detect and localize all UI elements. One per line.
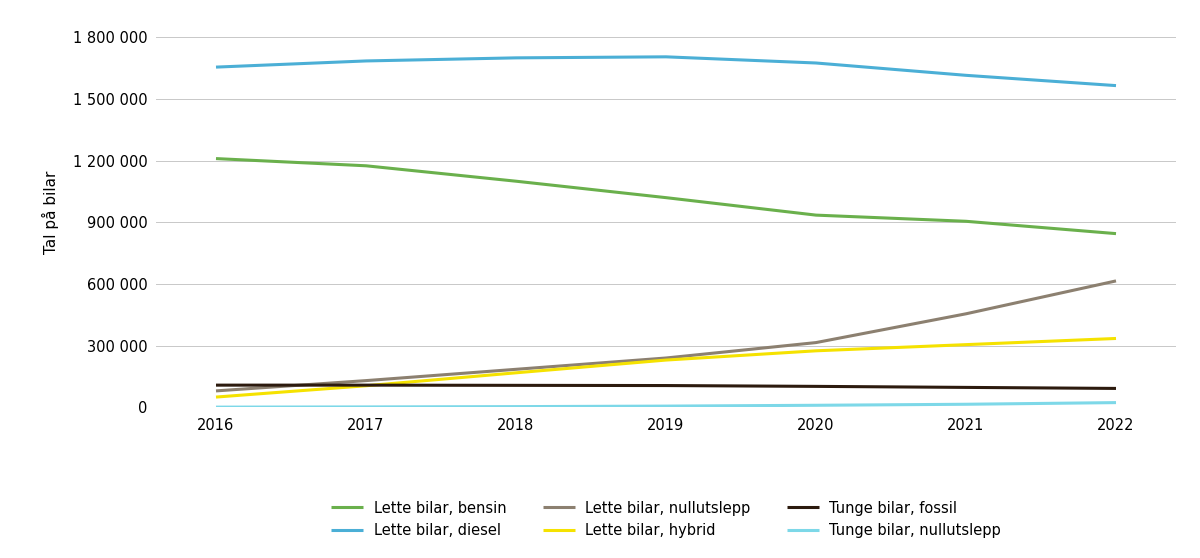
Lette bilar, diesel [959,72,973,79]
Lette bilar, nullutslepp [1109,277,1123,284]
Tunge bilar, fossil [1109,385,1123,392]
Y-axis label: Tal på bilar: Tal på bilar [42,170,59,254]
Tunge bilar, nullutslepp [509,403,523,410]
Tunge bilar, nullutslepp [659,403,673,410]
Tunge bilar, fossil [809,383,823,389]
Tunge bilar, fossil [209,382,223,388]
Lette bilar, diesel [659,54,673,60]
Line: Lette bilar, bensin: Lette bilar, bensin [216,158,1116,234]
Tunge bilar, nullutslepp [1109,400,1123,406]
Lette bilar, nullutslepp [659,355,673,362]
Line: Lette bilar, nullutslepp: Lette bilar, nullutslepp [216,281,1116,391]
Lette bilar, bensin [659,194,673,201]
Lette bilar, hybrid [359,382,373,389]
Tunge bilar, nullutslepp [959,401,973,407]
Lette bilar, diesel [509,55,523,61]
Line: Lette bilar, diesel: Lette bilar, diesel [216,57,1116,85]
Line: Tunge bilar, fossil: Tunge bilar, fossil [216,385,1116,388]
Tunge bilar, nullutslepp [809,402,823,408]
Tunge bilar, fossil [509,382,523,389]
Lette bilar, bensin [959,218,973,225]
Lette bilar, bensin [209,155,223,162]
Lette bilar, bensin [1109,230,1123,237]
Lette bilar, diesel [359,57,373,64]
Lette bilar, nullutslepp [209,388,223,395]
Lette bilar, hybrid [959,341,973,348]
Lette bilar, nullutslepp [359,377,373,384]
Tunge bilar, fossil [659,382,673,389]
Lette bilar, bensin [509,178,523,185]
Lette bilar, hybrid [209,394,223,401]
Lette bilar, hybrid [1109,335,1123,342]
Legend: Lette bilar, bensin, Lette bilar, diesel, Lette bilar, nullutslepp, Lette bilar,: Lette bilar, bensin, Lette bilar, diesel… [331,501,1001,538]
Tunge bilar, nullutslepp [209,404,223,411]
Lette bilar, bensin [359,162,373,169]
Line: Tunge bilar, nullutslepp: Tunge bilar, nullutslepp [216,403,1116,407]
Lette bilar, hybrid [659,357,673,363]
Lette bilar, hybrid [509,369,523,376]
Line: Lette bilar, hybrid: Lette bilar, hybrid [216,339,1116,397]
Tunge bilar, nullutslepp [359,403,373,410]
Lette bilar, diesel [1109,82,1123,89]
Tunge bilar, fossil [359,382,373,388]
Lette bilar, diesel [809,60,823,66]
Lette bilar, hybrid [809,348,823,354]
Lette bilar, nullutslepp [809,339,823,346]
Lette bilar, nullutslepp [959,310,973,317]
Tunge bilar, fossil [959,384,973,391]
Lette bilar, bensin [809,212,823,219]
Lette bilar, nullutslepp [509,366,523,373]
Lette bilar, diesel [209,64,223,70]
